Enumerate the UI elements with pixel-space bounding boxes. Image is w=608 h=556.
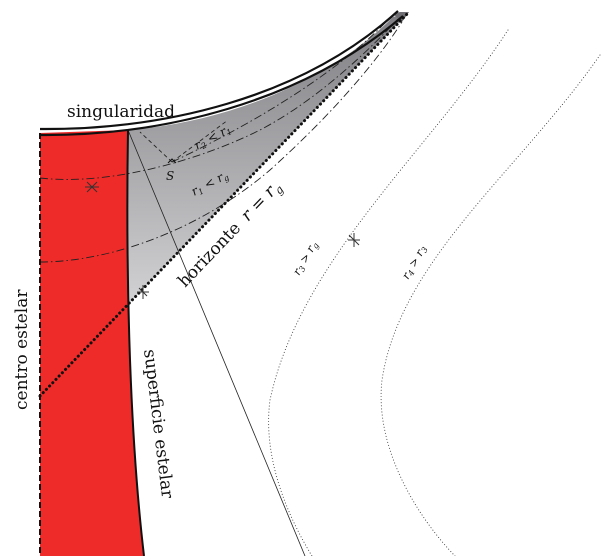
ineq-r3: r3 > rg: [290, 239, 321, 278]
light-cone-s: [139, 119, 229, 163]
marker-tick-horizon: [137, 285, 149, 299]
star-surface-label: superficie estelar: [139, 348, 177, 500]
event-s-label: S: [166, 169, 174, 183]
marker-cross-mid: [348, 233, 360, 247]
ineq-r4: r4 > r3: [399, 243, 430, 282]
singularity-line: [39, 10, 404, 137]
constant-r-curve-inner: [39, 21, 403, 263]
constant-r-curves-interior: [39, 18, 403, 263]
constant-r-curve-r3: [268, 29, 509, 556]
constant-r-curve-r4: [380, 54, 601, 556]
event-s-dot: [167, 158, 177, 164]
star-surface-line: [126, 129, 145, 556]
event-horizon-line: [38, 11, 410, 398]
singularity-label: singularidad: [67, 102, 175, 122]
svg-text:r3 > rg: r3 > rg: [290, 239, 321, 278]
constant-r-curve-r2: [171, 19, 389, 163]
marker-cross-left: [85, 181, 99, 193]
star-center-label: centro estelar: [12, 289, 32, 410]
constant-r-curve-r1: [39, 18, 399, 180]
svg-text:r4 > r3: r4 > r3: [399, 243, 430, 282]
infalling-worldline: [127, 129, 306, 556]
